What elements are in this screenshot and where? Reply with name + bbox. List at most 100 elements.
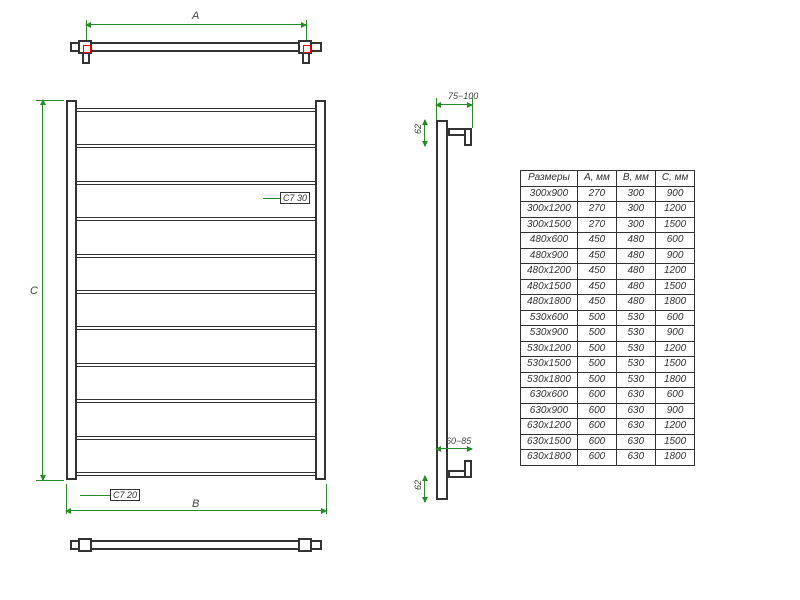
table-cell: 630x1800 [521,450,578,466]
front-rung [77,181,315,185]
table-cell: 530 [616,310,655,326]
table-cell: 1500 [655,357,695,373]
dim-depth-top-label: 75−100 [448,91,478,101]
table-cell: 480x1200 [521,264,578,280]
table-cell: 500 [577,341,616,357]
side-bracket-bot-foot [464,460,472,478]
table-cell: 530x1500 [521,357,578,373]
table-cell: 480x600 [521,233,578,249]
table-cell: 450 [577,248,616,264]
table-cell: 900 [655,403,695,419]
table-cell: 630 [616,403,655,419]
table-cell: 1800 [655,450,695,466]
table-row: 300x900270300900 [521,186,695,202]
table-row: 480x900450480900 [521,248,695,264]
table-row: 480x18004504801800 [521,295,695,311]
dim-a-line [86,24,306,25]
table-row: 480x600450480600 [521,233,695,249]
dim-b-label: B [192,498,199,510]
dimensions-table: РазмерыA, ммB, ммC, мм 300x9002703009003… [520,170,695,466]
table-cell: 500 [577,357,616,373]
table-cell: 900 [655,248,695,264]
table-cell: 270 [577,186,616,202]
dim-bracket-bot-line [424,476,425,502]
table-row: 530x12005005301200 [521,341,695,357]
table-cell: 1200 [655,341,695,357]
table-cell: 270 [577,202,616,218]
table-cell: 1200 [655,202,695,218]
table-cell: 530 [616,326,655,342]
table-cell: 450 [577,295,616,311]
table-cell: 1800 [655,295,695,311]
table-cell: 600 [655,388,695,404]
botview-bar [70,540,322,550]
table-cell: 630x900 [521,403,578,419]
table-cell: 600 [655,233,695,249]
table-row: 300x12002703001200 [521,202,695,218]
table-cell: 530x600 [521,310,578,326]
table-cell: 600 [577,388,616,404]
dim-c-label: C [30,285,38,297]
callout-rung-bot-leader [80,495,110,496]
callout-rung-top-leader [263,198,280,199]
table-cell: 630 [616,434,655,450]
table-cell: 1200 [655,419,695,435]
callout-rung-bot: C7 20 [110,489,140,501]
table-cell: 600 [577,403,616,419]
table-header-cell: Размеры [521,171,578,187]
topview-post-right [298,40,312,54]
topview-foot-left [82,54,90,64]
dim-depth-top-line [436,104,472,105]
table-row: 630x18006006301800 [521,450,695,466]
table-cell: 1500 [655,434,695,450]
table-row: 530x15005005301500 [521,357,695,373]
dim-bracket-top-label: 62 [413,124,423,134]
table-cell: 900 [655,186,695,202]
front-rung [77,254,315,258]
dim-a-label: A [192,10,199,22]
table-cell: 500 [577,372,616,388]
table-cell: 630x1500 [521,434,578,450]
front-rung [77,363,315,367]
table-row: 630x600600630600 [521,388,695,404]
table-cell: 450 [577,279,616,295]
table-cell: 530x1800 [521,372,578,388]
table-cell: 630 [616,450,655,466]
table-cell: 600 [655,310,695,326]
table-cell: 450 [577,233,616,249]
table-cell: 480 [616,264,655,280]
table-cell: 1500 [655,279,695,295]
botview-post-right [298,538,312,552]
table-cell: 1800 [655,372,695,388]
table-cell: 480 [616,295,655,311]
front-right-tube [315,100,326,480]
callout-rung-top: C7 30 [280,192,310,204]
table-header-cell: A, мм [577,171,616,187]
table-cell: 480x1500 [521,279,578,295]
dim-bracket-top-line [424,120,425,146]
table-cell: 450 [577,264,616,280]
dim-b-line [66,510,326,511]
front-rung [77,217,315,221]
front-left-tube [66,100,77,480]
table-cell: 300x1200 [521,202,578,218]
table-cell: 300x900 [521,186,578,202]
side-bracket-top-foot [464,128,472,146]
table-cell: 480 [616,248,655,264]
topview-foot-right [302,54,310,64]
table-cell: 630x1200 [521,419,578,435]
table-row: 480x15004504801500 [521,279,695,295]
table-body: 300x900270300900300x12002703001200300x15… [521,186,695,465]
topview-post-left [78,40,92,54]
table-cell: 530x1200 [521,341,578,357]
table-cell: 270 [577,217,616,233]
front-rung [77,326,315,330]
table-cell: 480 [616,279,655,295]
front-rung [77,399,315,403]
front-view [66,100,326,480]
table-header-cell: B, мм [616,171,655,187]
table-cell: 600 [577,450,616,466]
table-cell: 480x1800 [521,295,578,311]
table-cell: 480 [616,233,655,249]
table-row: 530x900500530900 [521,326,695,342]
